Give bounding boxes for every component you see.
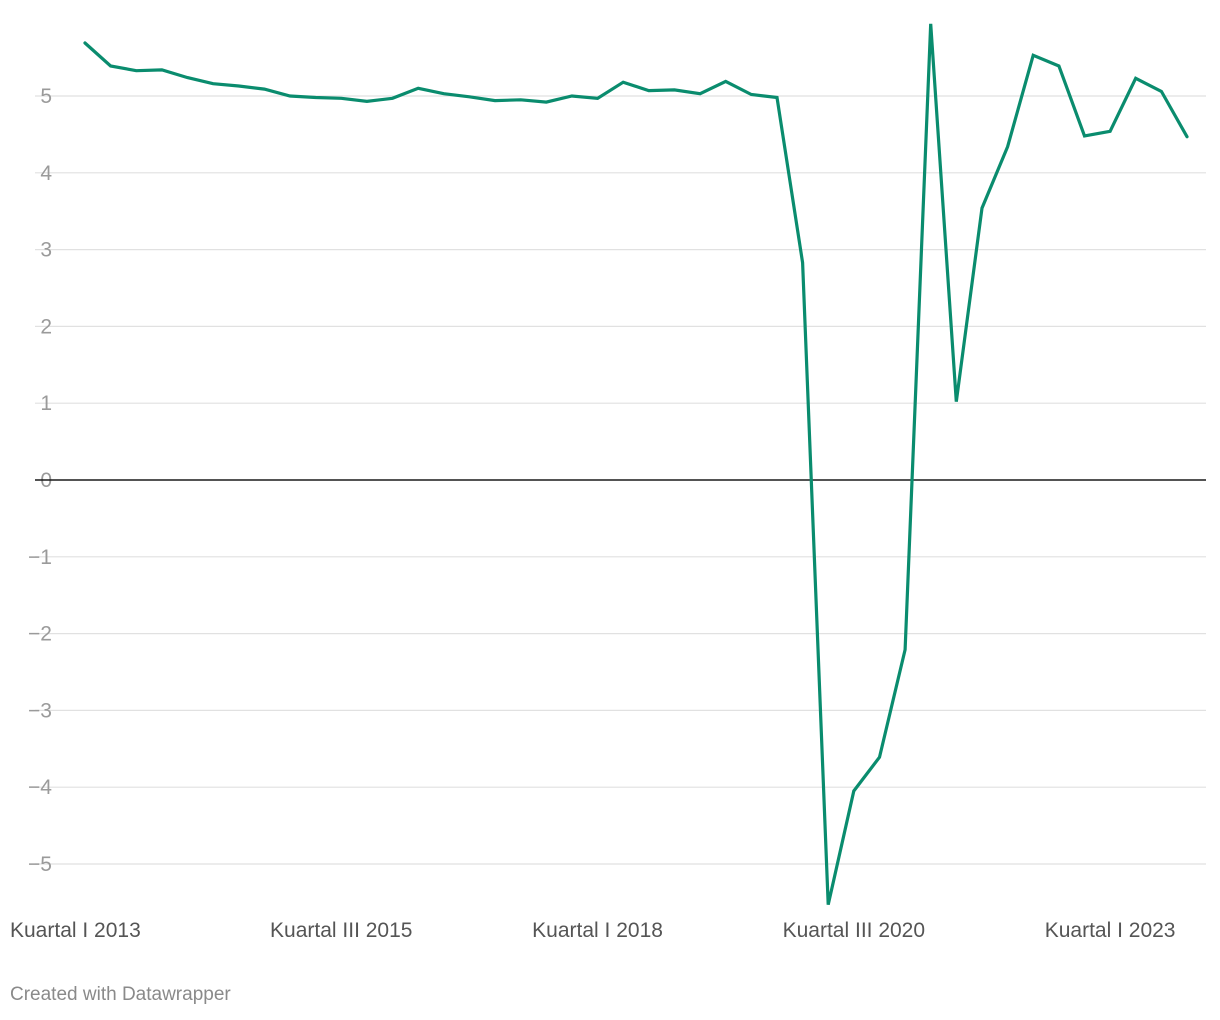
y-tick-label: 1 <box>40 392 52 415</box>
y-tick-label: −3 <box>28 699 52 722</box>
credit-text: Created with Datawrapper <box>10 984 231 1005</box>
y-tick-label: −4 <box>28 776 52 799</box>
y-tick-label: −2 <box>28 623 52 646</box>
y-tick-label: 3 <box>40 239 52 262</box>
series-line <box>83 23 1189 906</box>
x-tick-label: Kuartal I 2023 <box>1045 919 1176 942</box>
x-tick-label: Kuartal I 2018 <box>532 919 663 942</box>
gridlines <box>35 95 1206 865</box>
x-tick-label: Kuartal III 2020 <box>783 919 925 942</box>
y-tick-label: 4 <box>40 162 52 185</box>
x-tick-label: Kuartal III 2015 <box>270 919 412 942</box>
series-points <box>85 24 1187 905</box>
y-tick-label: −5 <box>28 853 52 876</box>
x-axis-ticks: Kuartal I 2013 Kuartal III 2015 Kuartal I … <box>10 919 1175 942</box>
series-lines <box>83 23 1189 906</box>
y-tick-label: −1 <box>28 546 52 569</box>
y-tick-label: 2 <box>40 315 52 338</box>
x-tick-label: Kuartal I 2013 <box>10 919 141 942</box>
y-tick-label: 5 <box>40 85 52 108</box>
